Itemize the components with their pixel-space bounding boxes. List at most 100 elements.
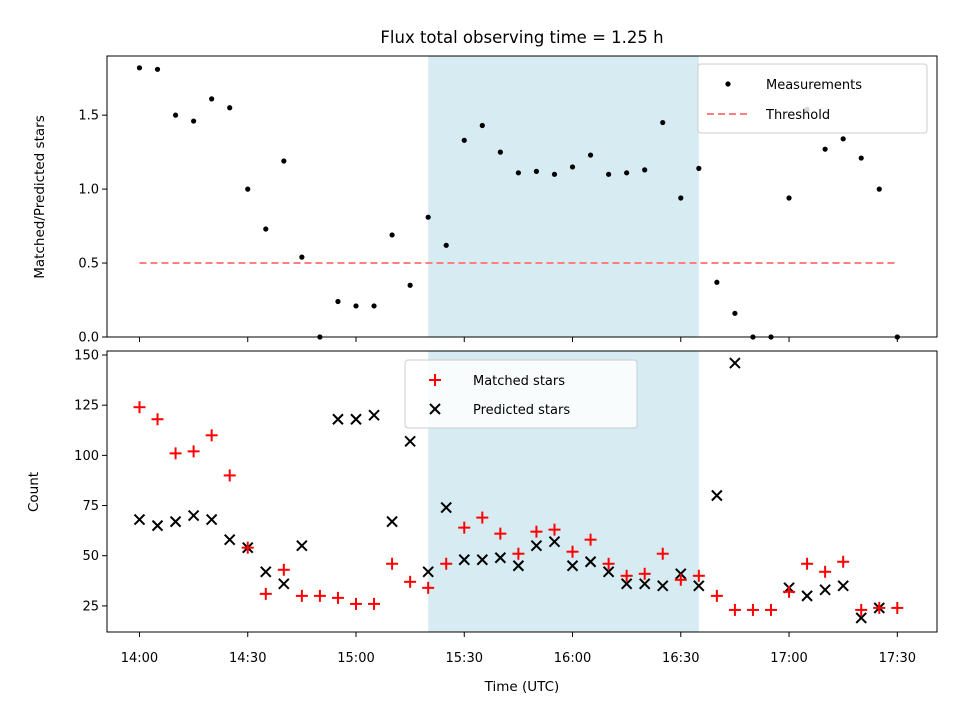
matched-star-point	[783, 585, 796, 598]
predicted-star-point	[711, 489, 723, 502]
predicted-star-point	[837, 580, 849, 592]
matched-star-point	[710, 589, 723, 602]
predicted-star-point	[205, 513, 218, 526]
matched-star-point	[837, 555, 850, 568]
matched-star-point	[891, 601, 904, 614]
predicted-star-point	[223, 533, 236, 546]
measurement-point	[281, 158, 287, 164]
measurements-points	[136, 65, 900, 340]
matched-star-point	[331, 591, 344, 604]
matched-star-point	[440, 557, 453, 570]
measurement-point	[407, 282, 413, 288]
y-tick-label: 100	[74, 449, 99, 464]
legend-measurements-marker	[725, 81, 731, 87]
matched-star-point	[169, 447, 182, 460]
matched-star-point	[241, 541, 254, 554]
matched-star-point	[476, 511, 489, 524]
predicted-star-point	[296, 539, 308, 552]
measurement-point	[587, 152, 594, 158]
measurement-point	[696, 165, 702, 171]
matched-star-point	[386, 557, 399, 570]
matched-star-point	[873, 601, 886, 614]
matched-star-point	[530, 525, 543, 538]
measurement-point	[714, 279, 720, 285]
predicted-star-point	[133, 513, 146, 526]
predicted-star-point	[368, 409, 380, 421]
matched-star-point	[223, 469, 236, 482]
measurement-point	[136, 65, 143, 71]
bottom-y-axis-label: Count	[26, 472, 42, 512]
legend-matched-marker	[429, 374, 441, 386]
matched-star-point	[656, 547, 669, 560]
measurement-point	[389, 232, 395, 238]
y-tick-label: 125	[74, 399, 99, 414]
matched-star-point	[602, 557, 615, 570]
top-axes-frame	[106, 55, 938, 338]
top-chart-title: Flux total observing time = 1.25 h	[380, 28, 663, 47]
measurement-point	[479, 122, 485, 129]
measurement-point	[642, 167, 648, 173]
y-tick-label: 50	[82, 549, 99, 564]
measurement-point	[732, 310, 738, 316]
predicted-star-point	[693, 580, 705, 592]
y-tick-label: 0.0	[78, 331, 99, 346]
measurement-point	[515, 170, 521, 176]
measurement-point	[227, 105, 233, 111]
measurement-point	[245, 186, 251, 192]
y-tick-label: 150	[74, 349, 99, 364]
matched-star-point	[350, 597, 362, 610]
measurement-point	[624, 170, 630, 176]
matched-star-point	[620, 569, 633, 582]
matched-star-point	[746, 603, 759, 616]
matched-star-point	[512, 547, 525, 560]
predicted-star-point	[169, 515, 182, 528]
x-tick-label: 15:00	[337, 651, 374, 666]
measurement-point	[660, 119, 666, 126]
matched-star-point	[368, 597, 381, 610]
measurement-point	[353, 303, 359, 309]
predicted-star-point	[458, 554, 470, 566]
bottom-x-ticks: 14:00 14:30 15:00 15:30 16:00 16:30 17:00 17:30	[121, 632, 916, 666]
predicted-star-point	[187, 509, 200, 522]
matched-star-point	[133, 401, 146, 414]
matched-star-point	[458, 521, 471, 534]
measurement-point	[858, 155, 864, 161]
matched-star-point	[819, 565, 832, 578]
y-tick-label: 1.5	[78, 109, 99, 124]
matched-star-point	[728, 603, 741, 616]
measurement-point	[299, 254, 305, 260]
matched-star-point	[259, 587, 272, 600]
predicted-star-point	[855, 612, 867, 624]
measurement-point	[209, 96, 215, 102]
bottom-y-ticks: 25 50 75 100 125 150	[74, 349, 107, 614]
matched-star-point	[584, 533, 597, 546]
matched-star-point	[765, 603, 777, 616]
predicted-star-point	[386, 515, 398, 528]
x-tick-label: 17:00	[770, 651, 807, 666]
predicted-star-point	[638, 578, 651, 590]
measurement-point	[569, 164, 576, 170]
predicted-star-point	[278, 578, 290, 590]
predicted-star-point	[584, 556, 597, 568]
matched-stars-points	[133, 401, 904, 616]
measurement-point	[533, 168, 540, 174]
matched-star-point	[205, 429, 218, 442]
bottom-x-axis-label: Time (UTC)	[484, 679, 560, 695]
measurement-point	[606, 171, 612, 177]
x-tick-label: 17:30	[879, 651, 916, 666]
predicted-star-point	[476, 554, 489, 566]
bottom-legend: Matched stars Predicted stars	[404, 359, 638, 429]
x-tick-label: 16:00	[554, 651, 591, 666]
matched-star-point	[187, 445, 200, 458]
legend-predicted-label: Predicted stars	[473, 403, 570, 418]
x-tick-label: 16:30	[662, 651, 699, 666]
predicted-star-point	[440, 501, 452, 514]
measurement-point	[443, 242, 449, 248]
matched-star-point	[494, 527, 507, 540]
measurement-point	[822, 146, 828, 152]
measurement-point	[263, 226, 269, 232]
measurement-point	[154, 66, 161, 72]
predicted-star-point	[512, 560, 525, 572]
predicted-star-point	[404, 435, 416, 448]
